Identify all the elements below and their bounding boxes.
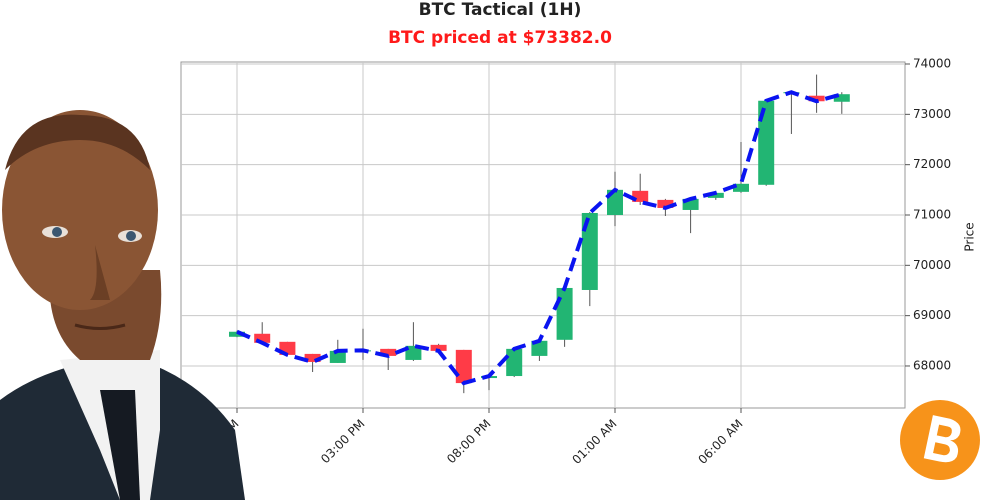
candle-body [430,344,447,351]
close-line [236,90,843,386]
y-tick-label: 68000 [913,358,951,372]
portrait [0,110,245,500]
candle-body [254,333,271,343]
candle-body [657,199,674,208]
plot-area: 6800069000700007100072000730007400010:00… [181,57,951,467]
y-tick-label: 73000 [913,107,951,121]
y-tick-label: 69000 [913,308,951,322]
candle-body [632,190,649,202]
candle-body [405,345,422,360]
candle-body [329,350,346,363]
candle-body [229,331,245,337]
x-tick-label: 01:00 AM [569,417,619,467]
y-tick-label: 74000 [913,57,951,71]
plot-frame [180,61,906,409]
candle-body [304,353,321,362]
candle-body [833,94,850,102]
y-tick-label: 70000 [913,258,951,272]
candle-body [682,198,699,210]
candle-body [531,340,548,356]
candle-body [380,348,397,356]
chart-title: BTC Tactical (1H) [419,0,582,20]
candle-body [455,349,472,384]
candle-body [758,100,775,185]
y-tick-label: 72000 [913,157,951,171]
candle-body [556,287,573,340]
candle-body [707,192,724,198]
bitcoin-logo [900,400,980,480]
y-axis-label: Price [963,222,977,251]
x-tick-label: 06:00 AM [695,417,745,467]
y-tick-label: 71000 [913,207,951,221]
candle-body [581,212,598,290]
candle-body [733,183,749,192]
x-tick-label: 03:00 PM [318,417,367,466]
x-tick-label: 08:00 PM [444,417,493,466]
candle-body [506,348,523,377]
candle-body [808,95,825,102]
chart-subtitle: BTC priced at $73382.0 [388,28,612,48]
